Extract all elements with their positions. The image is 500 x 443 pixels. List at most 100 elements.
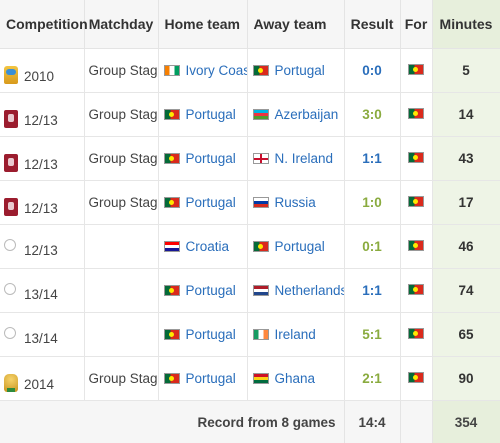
competition-cell: 12/13	[0, 137, 84, 181]
away-team-cell: N. Ireland	[247, 137, 344, 181]
portugal-flag-icon	[408, 108, 424, 119]
matchday-cell: Group Stage	[84, 181, 158, 225]
matchday-cell: Group Stage	[84, 93, 158, 137]
minutes-cell: 43	[432, 137, 500, 181]
result-link[interactable]: 1:1	[362, 283, 382, 298]
home-team-link[interactable]: Ivory Coast	[186, 63, 248, 78]
for-cell	[400, 313, 432, 357]
season-label[interactable]: 13/14	[24, 287, 58, 302]
away-team-cell: Netherlands	[247, 269, 344, 313]
home-team-wrap: Portugal	[164, 327, 243, 342]
header-result[interactable]: Result	[344, 0, 400, 49]
matchday-cell	[84, 225, 158, 269]
minutes-cell: 46	[432, 225, 500, 269]
minutes-cell: 90	[432, 357, 500, 401]
away-team-link[interactable]: Ghana	[275, 371, 316, 386]
home-team-wrap: Portugal	[164, 195, 243, 210]
home-team-link[interactable]: Portugal	[186, 107, 236, 122]
home-team-wrap: Portugal	[164, 151, 243, 166]
home-team-cell: Portugal	[158, 269, 247, 313]
result-link[interactable]: 0:0	[362, 63, 382, 78]
result-link[interactable]: 3:0	[362, 107, 382, 122]
home-team-cell: Portugal	[158, 313, 247, 357]
result-cell: 5:1	[344, 313, 400, 357]
home-team-link[interactable]: Croatia	[186, 239, 230, 254]
competition-cell: 12/13	[0, 225, 84, 269]
home-team-link[interactable]: Portugal	[186, 151, 236, 166]
portugal-flag-icon	[408, 284, 424, 295]
result-link[interactable]: 1:0	[362, 195, 382, 210]
for-cell	[400, 269, 432, 313]
season-label[interactable]: 2010	[24, 69, 54, 84]
result-cell: 0:0	[344, 49, 400, 93]
matchday-cell	[84, 269, 158, 313]
friendly-ball-icon[interactable]	[4, 283, 16, 295]
table-header: Competition Matchday Home team Away team…	[0, 0, 500, 49]
season-label[interactable]: 12/13	[24, 201, 58, 216]
result-cell: 2:1	[344, 357, 400, 401]
away-team-link[interactable]: Portugal	[275, 63, 325, 78]
friendly-ball-icon[interactable]	[4, 239, 16, 251]
portugal-flag-icon	[164, 285, 180, 296]
azerbaijan-flag-icon	[253, 109, 269, 120]
home-team-cell: Ivory Coast	[158, 49, 247, 93]
away-team-cell: Ireland	[247, 313, 344, 357]
portugal-flag-icon	[408, 328, 424, 339]
header-matchday[interactable]: Matchday	[84, 0, 158, 49]
world-cup-trophy-logo[interactable]	[4, 374, 18, 392]
season-label[interactable]: 2014	[24, 377, 54, 392]
home-team-wrap: Portugal	[164, 283, 243, 298]
away-team-cell: Portugal	[247, 49, 344, 93]
result-cell: 1:1	[344, 269, 400, 313]
result-link[interactable]: 0:1	[362, 239, 382, 254]
competition-wrap: 12/13	[4, 102, 80, 128]
table-footer: Record from 8 games 14:4 354	[0, 401, 500, 443]
result-link[interactable]: 1:1	[362, 151, 382, 166]
header-competition[interactable]: Competition	[0, 0, 84, 49]
portugal-flag-icon	[408, 372, 424, 383]
qualifiers-logo[interactable]	[4, 154, 18, 172]
matchday-cell: Group Stage	[84, 49, 158, 93]
season-label[interactable]: 12/13	[24, 157, 58, 172]
qualifiers-logo[interactable]	[4, 198, 18, 216]
away-team-link[interactable]: Azerbaijan	[275, 107, 339, 122]
season-label[interactable]: 12/13	[24, 243, 58, 258]
competition-wrap: 13/14	[4, 279, 80, 302]
header-away-team[interactable]: Away team	[247, 0, 344, 49]
season-label[interactable]: 12/13	[24, 113, 58, 128]
home-team-link[interactable]: Portugal	[186, 283, 236, 298]
header-minutes[interactable]: Minutes	[432, 0, 500, 49]
away-team-link[interactable]: Portugal	[275, 239, 325, 254]
home-team-link[interactable]: Portugal	[186, 327, 236, 342]
away-team-cell: Russia	[247, 181, 344, 225]
for-cell	[400, 137, 432, 181]
away-team-cell: Azerbaijan	[247, 93, 344, 137]
home-team-link[interactable]: Portugal	[186, 371, 236, 386]
ivory-coast-flag-icon	[164, 65, 180, 76]
away-team-link[interactable]: Netherlands	[275, 283, 345, 298]
qualifiers-logo[interactable]	[4, 110, 18, 128]
friendly-ball-icon[interactable]	[4, 327, 16, 339]
header-home-team[interactable]: Home team	[158, 0, 247, 49]
portugal-flag-icon	[408, 240, 424, 251]
away-team-cell: Portugal	[247, 225, 344, 269]
world-cup-logo[interactable]	[4, 66, 18, 84]
result-link[interactable]: 5:1	[362, 327, 382, 342]
header-for[interactable]: For	[400, 0, 432, 49]
season-label[interactable]: 13/14	[24, 331, 58, 346]
away-team-link[interactable]: N. Ireland	[275, 151, 334, 166]
result-link[interactable]: 2:1	[362, 371, 382, 386]
home-team-cell: Portugal	[158, 357, 247, 401]
for-cell	[400, 49, 432, 93]
away-team-link[interactable]: Russia	[275, 195, 316, 210]
competition-cell: 2010	[0, 49, 84, 93]
away-team-wrap: Netherlands	[253, 283, 340, 298]
home-team-link[interactable]: Portugal	[186, 195, 236, 210]
away-team-link[interactable]: Ireland	[275, 327, 316, 342]
for-cell	[400, 93, 432, 137]
portugal-flag-icon	[164, 329, 180, 340]
competition-wrap: 12/13	[4, 146, 80, 172]
